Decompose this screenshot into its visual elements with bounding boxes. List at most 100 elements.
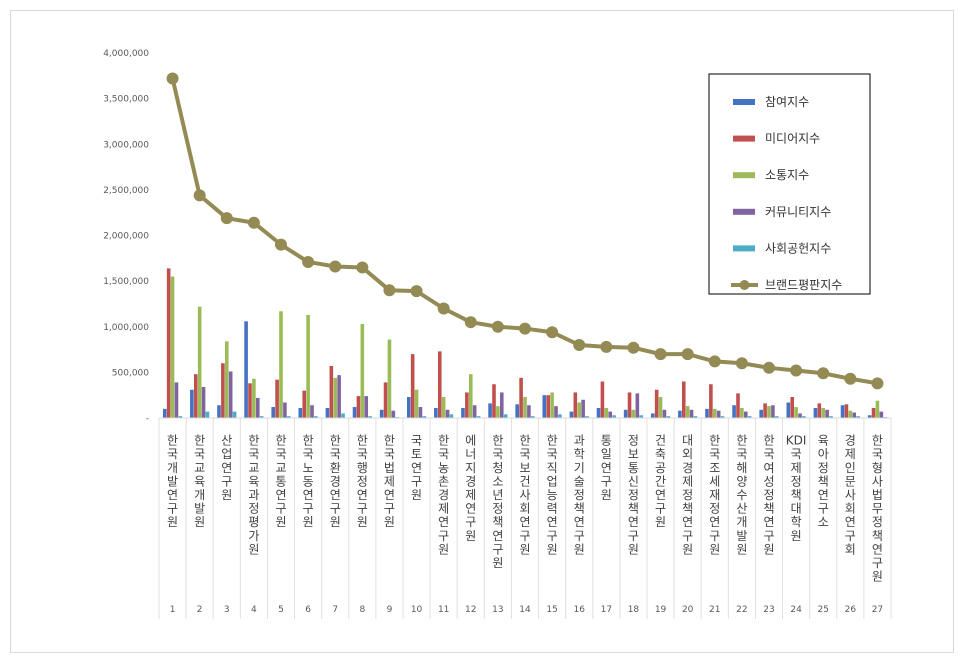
bar	[527, 405, 531, 418]
legend-swatch	[733, 208, 755, 215]
bar	[736, 393, 740, 418]
y-tick-label: -	[146, 414, 149, 424]
brand-index-point	[790, 364, 803, 377]
bar	[523, 397, 527, 418]
chart-frame: - 500,000 1,000,000 1,500,000 2,000,000 2,500…	[10, 10, 954, 653]
bar	[681, 381, 686, 418]
brand-index-point	[383, 284, 396, 297]
bar	[627, 392, 632, 418]
bar	[763, 403, 767, 418]
line-series-group	[166, 72, 884, 390]
brand-index-point	[627, 341, 640, 354]
x-index-label: 4	[251, 605, 257, 615]
x-index-label: 15	[546, 605, 557, 615]
bar	[221, 363, 225, 418]
x-index-label: 7	[332, 605, 338, 615]
bar	[162, 408, 167, 419]
bar	[496, 406, 500, 418]
bar	[650, 413, 655, 418]
bar	[503, 414, 508, 418]
bar	[298, 407, 303, 418]
x-index-label: 3	[224, 605, 230, 615]
brand-index-point	[356, 261, 369, 274]
bar	[798, 413, 802, 418]
bar	[410, 354, 415, 419]
legend-swatch	[733, 245, 755, 252]
bar	[437, 351, 442, 418]
x-index-label: 20	[682, 605, 694, 615]
y-tick-label: 3,000,000	[103, 140, 149, 150]
bar	[720, 416, 725, 418]
x-index-label: 16	[573, 605, 585, 615]
bar	[465, 392, 469, 418]
x-index-label: 13	[492, 605, 503, 615]
bar	[558, 414, 562, 418]
bar	[705, 408, 709, 419]
brand-index-point	[464, 316, 477, 329]
bar	[569, 411, 574, 418]
y-tick-label: 3,500,000	[103, 95, 149, 105]
bar	[356, 396, 361, 418]
bar	[441, 397, 446, 418]
bar	[600, 381, 605, 418]
bar	[205, 411, 210, 418]
bar	[283, 402, 287, 418]
bar	[685, 406, 690, 418]
x-index-label: 10	[411, 605, 423, 615]
bar	[658, 397, 663, 418]
y-tick-label: 1,500,000	[103, 277, 149, 287]
bar	[476, 416, 481, 418]
bar	[709, 384, 713, 418]
bar	[844, 404, 849, 418]
legend-label: 미디어지수	[765, 132, 820, 146]
y-tick-label: 2,000,000	[103, 232, 149, 242]
brand-index-point	[817, 367, 830, 380]
x-index-label: 22	[736, 605, 747, 615]
bar	[391, 410, 396, 418]
bar	[666, 416, 671, 418]
bar	[190, 389, 194, 418]
brand-index-point	[247, 216, 260, 229]
x-index-label: 1	[170, 605, 176, 615]
brand-index-point	[410, 285, 423, 298]
bar	[434, 407, 438, 418]
bar	[747, 416, 752, 418]
bar	[817, 403, 822, 418]
legend-label: 참여지수	[765, 95, 809, 109]
bar	[693, 416, 698, 418]
brand-index-point	[220, 212, 233, 225]
brand-index-point	[519, 322, 531, 335]
bar	[368, 416, 372, 418]
brand-index-point	[275, 238, 287, 251]
bar	[542, 395, 547, 418]
brand-index-point	[329, 260, 342, 273]
bar	[612, 415, 616, 418]
bar	[341, 413, 345, 418]
bar	[224, 341, 229, 418]
bar	[310, 405, 314, 418]
x-index-label: 18	[628, 605, 640, 615]
bar	[879, 411, 884, 418]
bar	[244, 321, 248, 418]
bar	[790, 397, 795, 418]
bar	[217, 405, 221, 418]
bar	[337, 375, 341, 418]
bar	[786, 402, 791, 418]
bar	[585, 416, 589, 418]
brand-index-point	[654, 348, 667, 361]
bar	[740, 407, 744, 418]
bar	[383, 382, 388, 418]
bar	[248, 383, 252, 418]
brand-index-point	[763, 361, 775, 374]
